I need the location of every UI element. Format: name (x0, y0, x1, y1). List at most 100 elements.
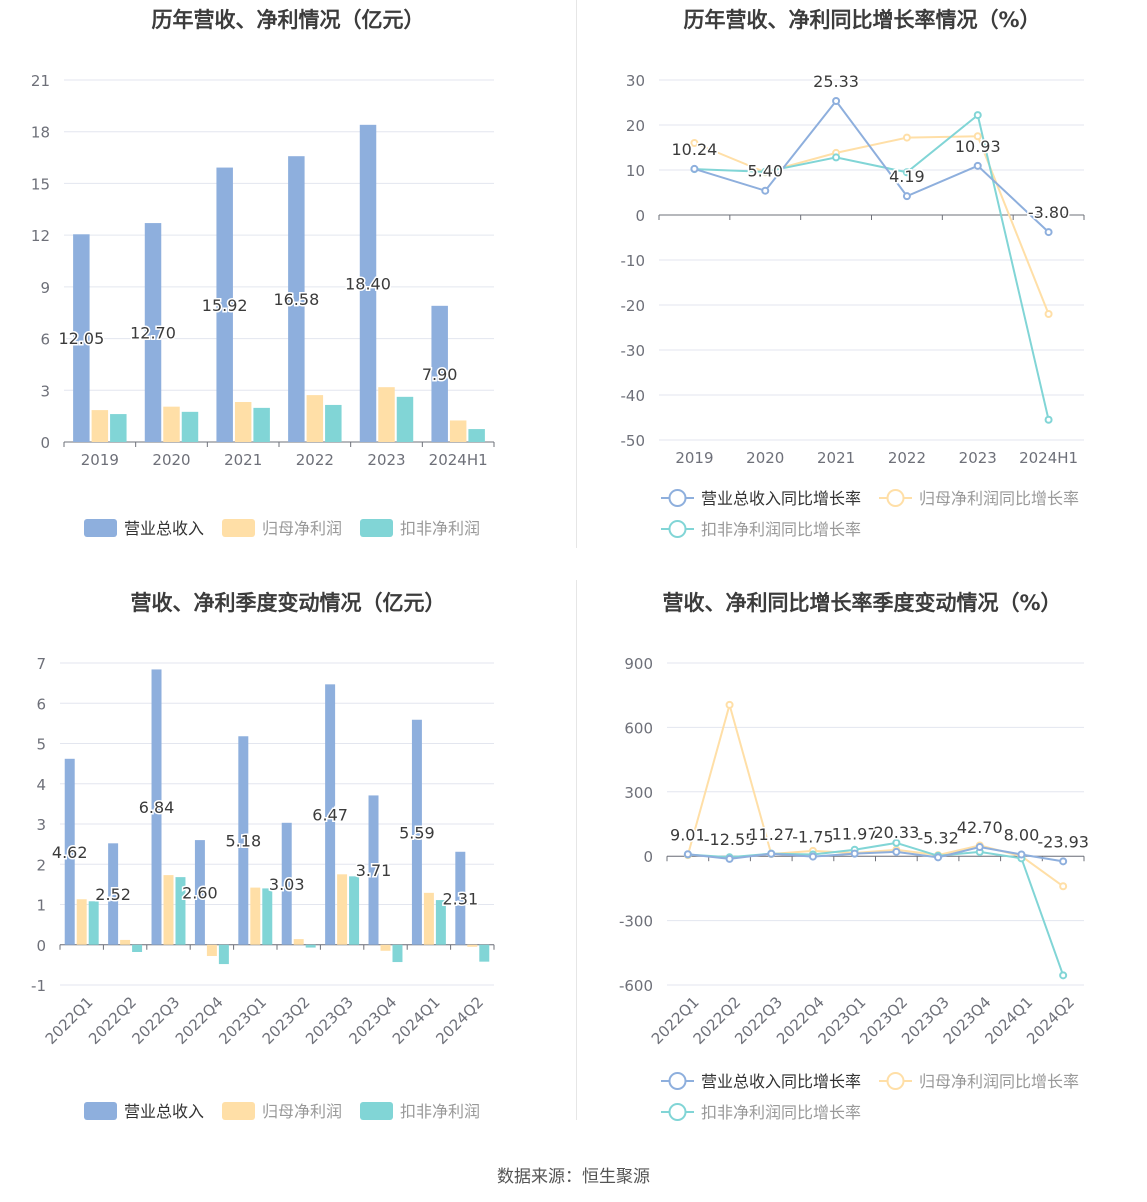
data-point (832, 97, 841, 106)
legend-label: 归母净利润同比增长率 (919, 489, 1079, 508)
bar-net-profit (378, 387, 395, 442)
data-point (892, 838, 901, 847)
panel-title: 营收、净利同比增长率季度变动情况（%） (662, 591, 1062, 615)
bar-revenue (73, 234, 90, 442)
bar-deducted-profit (305, 944, 316, 948)
bar-revenue (151, 669, 162, 945)
bar-data-label: 2.60 (182, 883, 218, 902)
x-tick-label: 2021 (817, 449, 855, 467)
panel-quarterly-amount: 营收、净利季度变动情况（亿元） -1 0 1 2 3 4 5 6 7 2022Q1 2022Q2 20… (0, 583, 576, 1143)
x-tick-label: 2020 (152, 451, 190, 469)
legend-label: 归母净利润 (262, 1102, 342, 1121)
bar-data-label: 6.47 (312, 806, 348, 825)
data-point (725, 700, 734, 709)
legend-label: 归母净利润 (262, 519, 342, 538)
legend-label: 营业总收入 (124, 519, 204, 538)
x-tick-label: 2020 (746, 449, 784, 467)
y-tick-label: 0 (36, 937, 46, 955)
bar-data-label: 3.03 (269, 875, 305, 894)
legend-marker (886, 489, 905, 507)
bar-net-profit (250, 887, 261, 945)
line-data-label: -3.80 (1028, 203, 1069, 222)
y-tick-label: 0 (635, 207, 645, 225)
data-point (973, 132, 982, 141)
bar-revenue (431, 305, 448, 442)
legend-label: 扣非净利润 (400, 519, 480, 538)
y-tick-label: -300 (619, 913, 653, 931)
y-tick-label: -50 (621, 432, 646, 450)
panel-annual-growth: 历年营收、净利同比增长率情况（%） -50 -40 -30 -20 -10 0 10 20 30… (577, 0, 1147, 560)
bar-deducted-profit (262, 888, 273, 945)
legend-swatch (222, 1102, 255, 1120)
y-tick-label: -1 (31, 977, 46, 995)
bar-data-label: 7.90 (422, 365, 458, 384)
line-data-label: 42.70 (957, 818, 1003, 837)
legend-label: 归母净利润同比增长率 (919, 1072, 1079, 1091)
series-line (694, 113, 1050, 420)
bar-net-profit (91, 410, 109, 442)
y-tick-label: -20 (621, 297, 646, 315)
y-tick-label: -30 (621, 342, 646, 360)
data-point (832, 153, 841, 162)
bar-net-profit (449, 420, 467, 442)
y-tick-label: -600 (619, 977, 653, 995)
y-tick-label: 600 (624, 719, 653, 737)
bar-revenue (194, 840, 205, 945)
y-tick-label: 7 (36, 655, 46, 673)
data-point (1017, 850, 1026, 859)
bar-data-label: 2.31 (443, 889, 479, 908)
bar-net-profit (306, 395, 324, 442)
bar-net-profit (293, 939, 304, 945)
y-tick-label: 4 (36, 776, 46, 794)
legend-swatch (222, 519, 255, 537)
bar-revenue (411, 719, 422, 945)
legend-marker (668, 1103, 687, 1121)
y-tick-label: 0 (40, 434, 50, 452)
bar-deducted-profit (218, 944, 229, 965)
panel-annual-amount: 历年营收、净利情况（亿元） 0 3 6 9 12 15 18 21 2019 2020 2021 20… (0, 0, 576, 560)
bar-deducted-profit (396, 396, 414, 442)
legend-swatch (84, 1102, 117, 1120)
bar-deducted-profit (132, 944, 143, 952)
line-data-label: 11.97 (832, 825, 878, 844)
bar-deducted-profit (468, 429, 485, 442)
bar-net-profit (234, 402, 252, 442)
bar-data-label: 3.71 (356, 861, 392, 880)
bar-revenue (325, 684, 336, 945)
y-tick-label: 18 (31, 124, 50, 142)
legend-label: 营业总收入 (124, 1102, 204, 1121)
bar-deducted-profit (349, 876, 360, 945)
line-data-label: -5.32 (917, 828, 958, 847)
bar-revenue (368, 795, 379, 945)
bar-data-label: 15.92 (202, 296, 248, 315)
line-data-label: 5.40 (747, 162, 783, 181)
bar-revenue (281, 822, 292, 945)
bar-deducted-profit (479, 944, 490, 962)
legend-label: 营业总收入同比增长率 (701, 1072, 861, 1091)
bar-revenue (144, 223, 162, 442)
bar-data-label: 5.59 (399, 823, 435, 842)
bar-net-profit (76, 899, 87, 945)
bar-net-profit (423, 892, 434, 945)
chart-annual-amount: 0 3 6 9 12 15 18 21 2019 2020 2021 2022 2023 2024H1 12… (31, 72, 495, 538)
x-tick-label: 2021 (224, 451, 262, 469)
y-tick-label: 20 (626, 117, 645, 135)
panel-title: 营收、净利季度变动情况（亿元） (130, 591, 446, 615)
y-tick-label: 300 (624, 784, 653, 802)
data-point (1059, 882, 1068, 891)
y-tick-label: 6 (36, 695, 46, 713)
bar-deducted-profit (175, 877, 186, 945)
data-point (761, 167, 770, 176)
legend-swatch (84, 519, 117, 537)
data-point (850, 849, 859, 858)
legend-label: 营业总收入同比增长率 (701, 489, 861, 508)
data-point (892, 847, 901, 856)
x-tick-label: 2024H1 (1019, 449, 1078, 467)
bar-net-profit (163, 406, 180, 442)
data-point (690, 164, 699, 173)
chart-quarterly-growth: -600-30003006009002022Q12022Q22022Q32022… (619, 655, 1090, 1122)
line-data-label: -23.93 (1037, 832, 1089, 851)
y-tick-label: 21 (31, 72, 50, 90)
x-tick-label: 2022 (296, 451, 334, 469)
data-point (1059, 857, 1068, 866)
